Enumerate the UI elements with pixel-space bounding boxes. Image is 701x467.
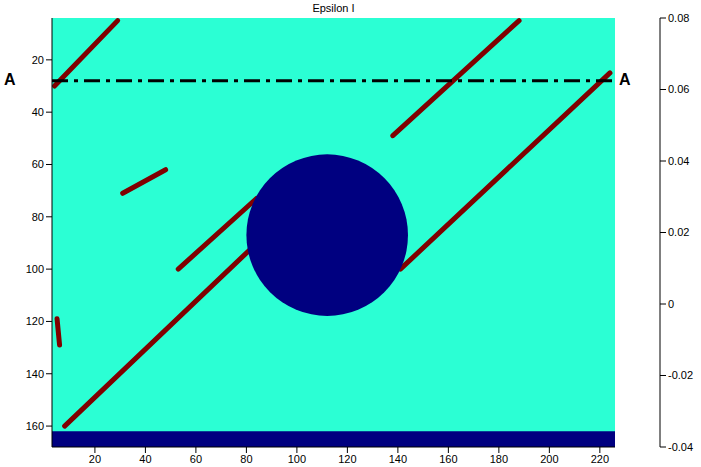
svg-text:60: 60 <box>32 158 44 170</box>
html-text:A: A <box>4 70 16 88</box>
svg-text:40: 40 <box>139 453 151 465</box>
svg-text:80: 80 <box>240 453 252 465</box>
svg-text:60: 60 <box>190 453 202 465</box>
svg-text:200: 200 <box>540 453 558 465</box>
svg-text:140: 140 <box>26 368 44 380</box>
svg-text:100: 100 <box>26 263 44 275</box>
html-text:Epsilon I: Epsilon I <box>312 2 355 14</box>
svg-text:160: 160 <box>26 420 44 432</box>
svg-text:80: 80 <box>32 211 44 223</box>
html-text:A: A <box>619 70 631 88</box>
svg-text:20: 20 <box>89 453 101 465</box>
svg-text:40: 40 <box>32 106 44 118</box>
svg-text:0.04: 0.04 <box>668 155 689 167</box>
svg-text:180: 180 <box>490 453 508 465</box>
svg-text:220: 220 <box>591 453 609 465</box>
svg-text:-0.02: -0.02 <box>668 369 693 381</box>
svg-text:120: 120 <box>26 315 44 327</box>
svg-text:160: 160 <box>439 453 457 465</box>
svg-text:120: 120 <box>338 453 356 465</box>
svg-text:0.06: 0.06 <box>668 83 689 95</box>
svg-text:0: 0 <box>668 298 674 310</box>
svg-text:-0.04: -0.04 <box>668 441 693 453</box>
svg-text:0.02: 0.02 <box>668 226 689 238</box>
svg-text:100: 100 <box>288 453 306 465</box>
svg-text:20: 20 <box>32 54 44 66</box>
svg-text:0.08: 0.08 <box>668 12 689 24</box>
svg-text:140: 140 <box>389 453 407 465</box>
